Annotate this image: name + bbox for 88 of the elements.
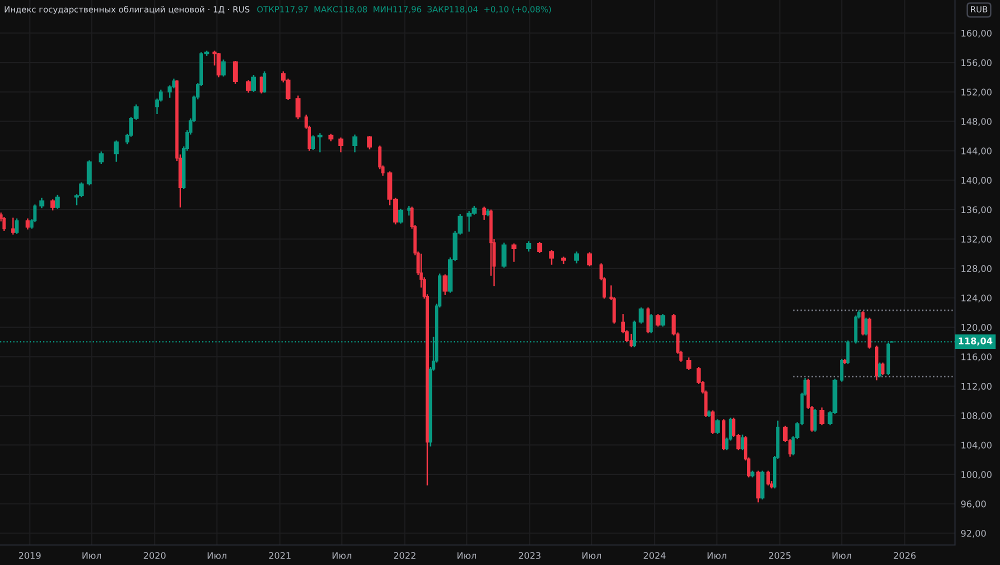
text: ОТКР117,97 МАКС118,08 МИН117,96 ЗАКР118,04 +0,10 (+0,08%): [257, 6, 551, 14]
candlestick: [861, 310, 865, 336]
candlestick: [656, 313, 660, 328]
ref-line-label: 118,04: [958, 338, 992, 346]
candlestick: [511, 242, 516, 263]
y-tick-label: 132,00: [962, 236, 992, 244]
y-tick-label: 120,00: [962, 324, 992, 332]
candlestick: [251, 74, 256, 93]
candlestick: [549, 249, 554, 266]
x-tick-label: 2023: [518, 552, 540, 559]
candlestick: [311, 134, 316, 151]
x-tick-label: Июл: [208, 552, 226, 559]
y-tick-label: 144,00: [962, 148, 992, 156]
y-tick-label: 156,00: [962, 59, 992, 67]
x-tick-label: Июл: [458, 552, 476, 559]
candlestick: [881, 362, 884, 376]
candlestick: [352, 134, 358, 153]
candlestick: [86, 160, 92, 186]
candlestick: [526, 240, 532, 252]
candlestick: [686, 356, 692, 371]
candlestick: [740, 434, 744, 451]
candlestick: [2, 216, 6, 232]
y-tick-label: 148,00: [962, 118, 992, 126]
y-tick-label: 116,00: [962, 353, 992, 362]
candlestick: [819, 406, 824, 426]
candlestick: [14, 218, 19, 235]
candlestick: [398, 208, 404, 224]
candlestick: [296, 94, 301, 120]
candlestick: [407, 205, 411, 216]
x-tick-label: Июл: [832, 552, 852, 559]
candlestick: [502, 242, 506, 268]
candlestick: [55, 194, 60, 210]
candlestick: [317, 132, 322, 153]
x-tick-label: Июл: [332, 552, 352, 559]
candlestick: [840, 358, 844, 382]
y-tick-label: 160,00: [962, 30, 992, 38]
candlestick: [39, 197, 44, 209]
candlestick: [537, 241, 542, 254]
candlestick: [338, 136, 344, 153]
y-tick-label: 112,00: [962, 382, 992, 391]
candlestick: [574, 250, 580, 264]
candlestick: [442, 274, 448, 296]
candlestick: [766, 470, 770, 486]
x-tick-label: 2024: [644, 552, 666, 559]
x-tick-label: 2022: [394, 552, 416, 559]
y-tick-label: 100,00: [962, 471, 992, 479]
candlestick: [50, 198, 56, 212]
candlestick: [813, 408, 817, 432]
candlestick: [646, 306, 650, 334]
text: Индекс государственных облигаций ценовой · 1Д · RUS: [4, 6, 250, 14]
candlestick: [878, 362, 882, 378]
candlestick: [660, 313, 666, 328]
x-tick-label: Июл: [82, 552, 102, 559]
y-tick-label: 108,00: [962, 412, 992, 420]
candlestick: [232, 60, 238, 85]
y-tick-label: 136,00: [962, 206, 992, 214]
candlestick: [715, 418, 720, 435]
candlestick: [26, 218, 30, 230]
y-tick-label: 92,00: [961, 530, 986, 538]
candlestick: [260, 76, 264, 94]
candlestick: [864, 317, 868, 336]
x-tick-label: Июл: [582, 552, 601, 559]
x-tick-label: 2025: [768, 552, 791, 559]
y-tick-label: 96,00: [961, 500, 986, 508]
y-tick-label: 104,00: [962, 442, 992, 450]
candlestick: [482, 206, 486, 221]
text: RUB: [971, 6, 988, 12]
y-tick-label: 152,00: [962, 88, 992, 96]
x-tick-label: Июл: [708, 552, 726, 559]
candlestick: [638, 306, 644, 324]
candlestick: [710, 410, 715, 435]
candlestick: [587, 252, 592, 267]
x-tick-label: 2019: [18, 552, 41, 559]
x-tick-label: 2020: [144, 552, 166, 559]
y-tick-label: 140,00: [962, 176, 992, 185]
y-tick-label: 124,00: [962, 294, 992, 302]
candlestick: [262, 70, 266, 94]
candlestick: [246, 79, 251, 94]
candlestick: [221, 58, 226, 78]
y-tick-label: 128,00: [962, 265, 992, 273]
x-tick-label: 2026: [894, 552, 916, 559]
candlestick: [11, 217, 15, 236]
candlestick: [216, 52, 221, 78]
candlestick: [650, 313, 653, 334]
candlestick: [98, 150, 104, 165]
candlestick: [367, 135, 372, 150]
x-tick-label: 2021: [269, 552, 291, 559]
candlestick: [114, 140, 119, 163]
